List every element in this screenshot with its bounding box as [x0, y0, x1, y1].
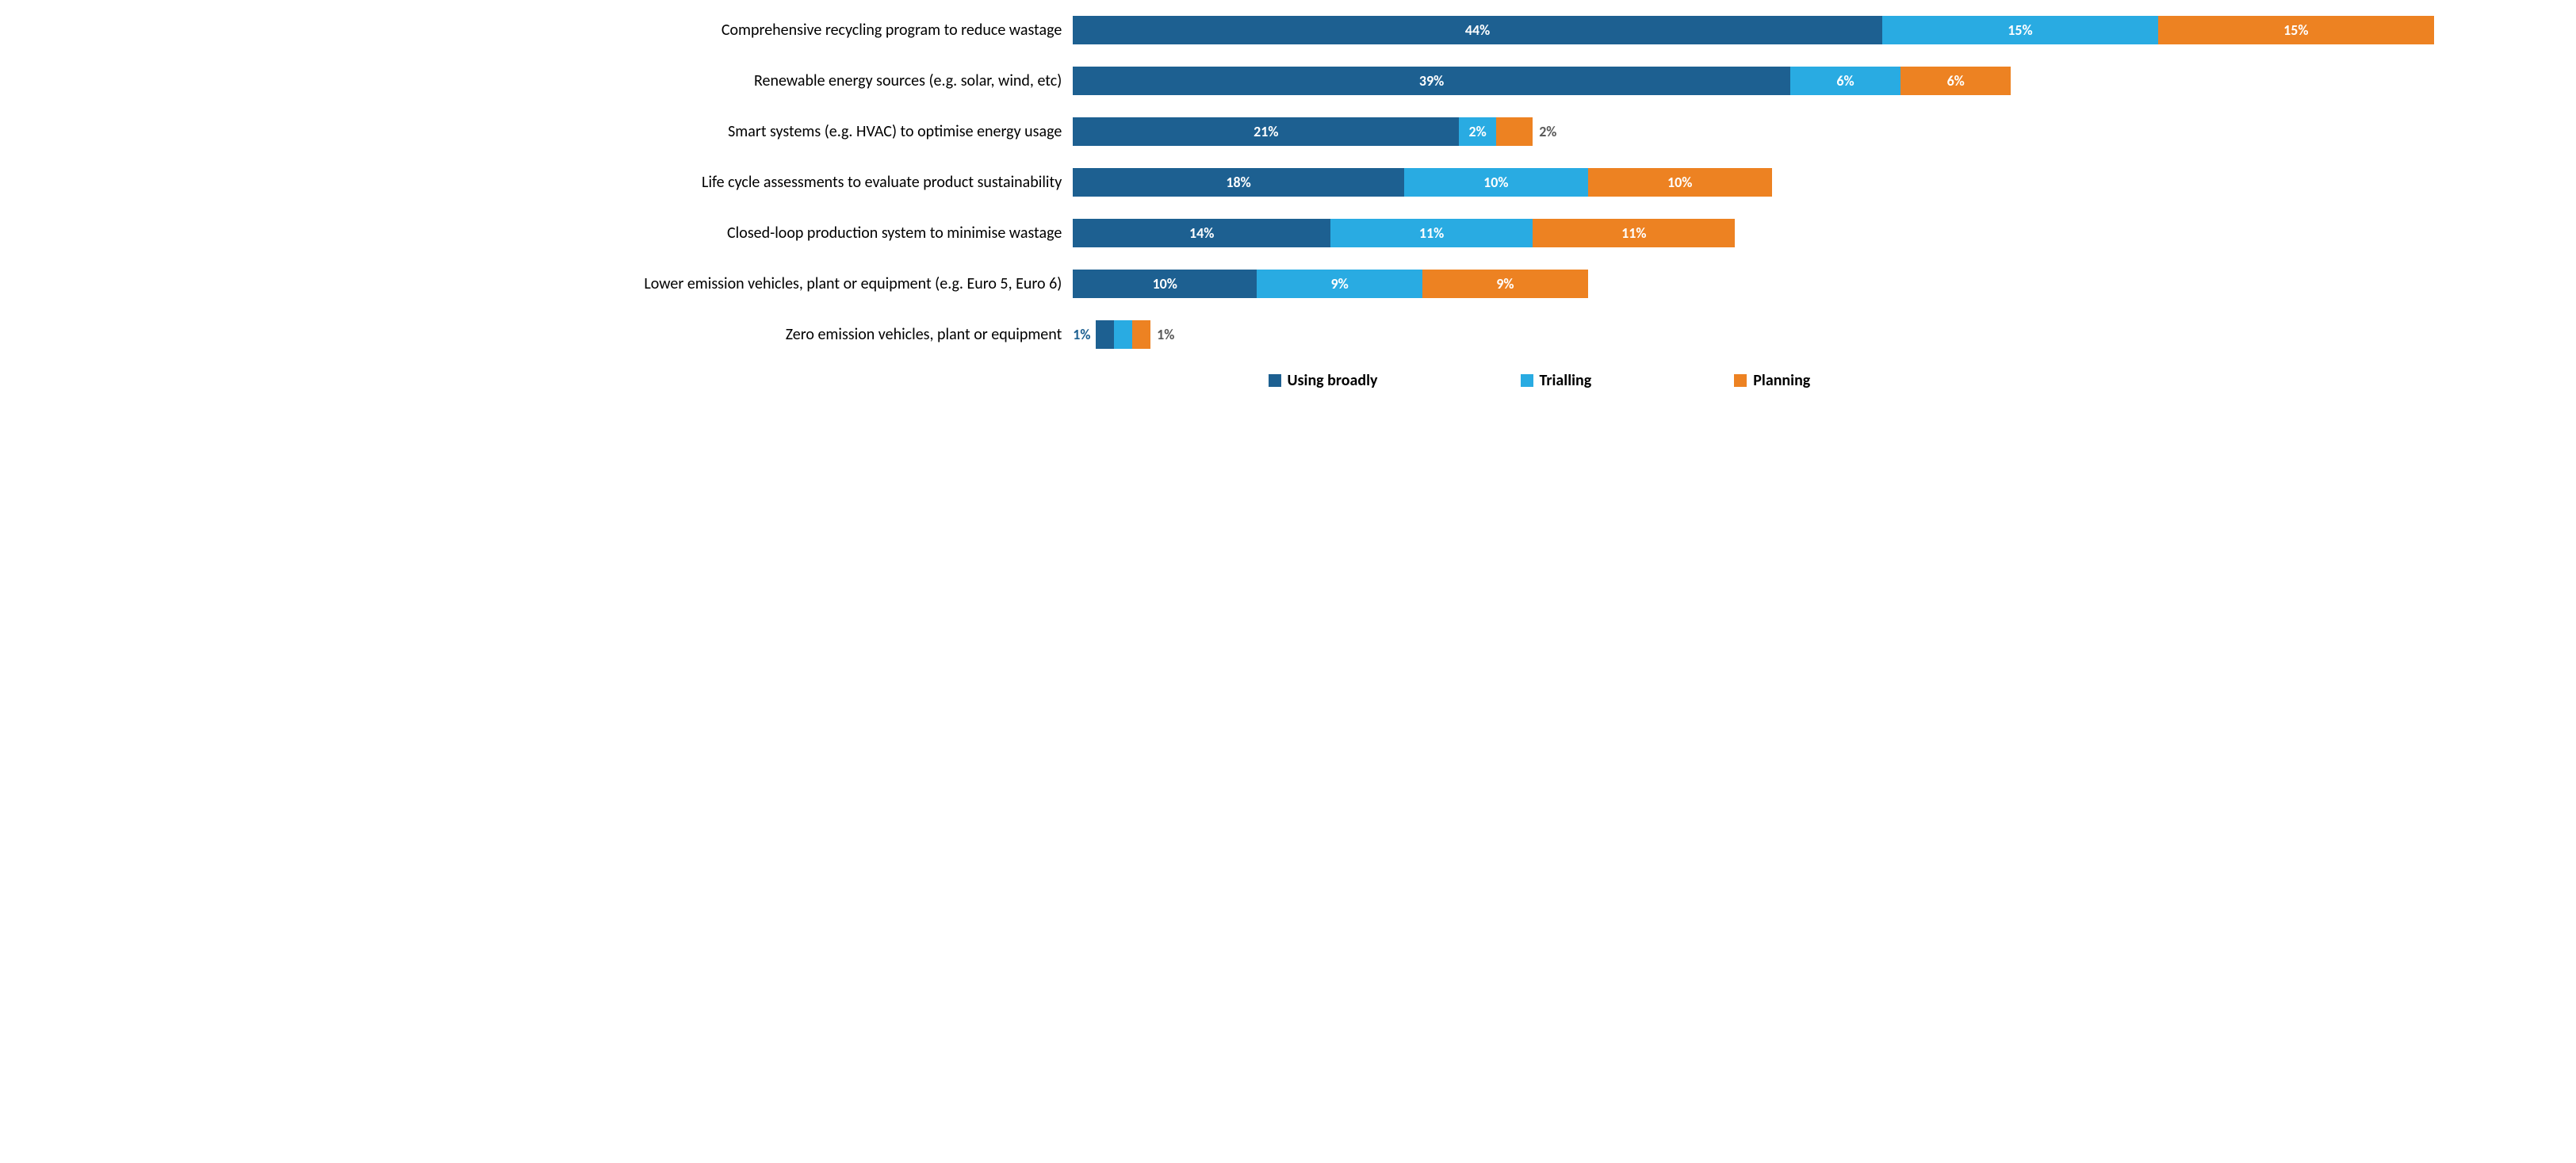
legend-swatch — [1734, 374, 1747, 387]
bar-track: 1% 1% — [1073, 320, 2544, 349]
bar-track: 18%10%10% — [1073, 168, 2544, 197]
category-label: Zero emission vehicles, plant or equipme… — [32, 325, 1073, 344]
bar-segment-using-broadly: 18% — [1073, 168, 1404, 197]
category-label: Lower emission vehicles, plant or equipm… — [32, 274, 1073, 293]
category-label: Smart systems (e.g. HVAC) to optimise en… — [32, 122, 1073, 141]
bar-segment-using-broadly: 39% — [1073, 67, 1790, 95]
bar-segment-using-broadly: 44% — [1073, 16, 1882, 44]
legend-swatch — [1521, 374, 1533, 387]
bar-segment-trialling: 15% — [1882, 16, 2158, 44]
bar-track: 10%9%9% — [1073, 270, 2544, 298]
bar-row: Zero emission vehicles, plant or equipme… — [32, 320, 2544, 349]
legend-label: Using broadly — [1288, 371, 1378, 390]
bar-segment-planning — [1132, 320, 1150, 349]
bar-value-outside: 1% — [1073, 320, 1095, 349]
bar-row: Smart systems (e.g. HVAC) to optimise en… — [32, 117, 2544, 146]
bar-row: Life cycle assessments to evaluate produ… — [32, 168, 2544, 197]
legend-swatch — [1269, 374, 1281, 387]
category-label: Renewable energy sources (e.g. solar, wi… — [32, 71, 1073, 90]
bar-segment-trialling: 6% — [1790, 67, 1900, 95]
bar-segment-planning: 11% — [1533, 219, 1735, 247]
stacked-bar-chart: Comprehensive recycling program to reduc… — [32, 16, 2544, 390]
bar-value-outside: 2% — [1533, 117, 1556, 146]
bar-segment-planning: 9% — [1422, 270, 1588, 298]
bar-segment-planning: 10% — [1588, 168, 1772, 197]
bar-segment-trialling: 11% — [1330, 219, 1533, 247]
bar-segment-using-broadly: 21% — [1073, 117, 1459, 146]
bar-segment-using-broadly — [1096, 320, 1114, 349]
legend-item-using-broadly: Using broadly — [1269, 371, 1378, 390]
category-label: Closed-loop production system to minimis… — [32, 224, 1073, 243]
bar-track: 44%15%15% — [1073, 16, 2544, 44]
bar-segment-using-broadly: 14% — [1073, 219, 1330, 247]
legend-label: Planning — [1753, 371, 1810, 390]
legend-item-planning: Planning — [1734, 371, 1810, 390]
bar-segment-using-broadly: 10% — [1073, 270, 1257, 298]
legend-item-trialling: Trialling — [1521, 371, 1592, 390]
bar-segment-planning: 15% — [2158, 16, 2434, 44]
bar-track: 39%6%6% — [1073, 67, 2544, 95]
bar-segment-planning — [1496, 117, 1533, 146]
category-label: Comprehensive recycling program to reduc… — [32, 21, 1073, 40]
legend-label: Trialling — [1540, 371, 1592, 390]
bar-row: Renewable energy sources (e.g. solar, wi… — [32, 67, 2544, 95]
legend: Using broadly Trialling Planning — [32, 371, 2544, 390]
bar-segment-trialling: 9% — [1257, 270, 1422, 298]
category-label: Life cycle assessments to evaluate produ… — [32, 173, 1073, 192]
bar-segment-planning: 6% — [1900, 67, 2011, 95]
bar-row: Closed-loop production system to minimis… — [32, 219, 2544, 247]
bar-segment-trialling: 10% — [1404, 168, 1588, 197]
bar-value-outside: 1% — [1150, 320, 1174, 349]
bar-row: Comprehensive recycling program to reduc… — [32, 16, 2544, 44]
bar-row: Lower emission vehicles, plant or equipm… — [32, 270, 2544, 298]
bar-segment-trialling — [1114, 320, 1132, 349]
bar-track: 21%2%2% — [1073, 117, 2544, 146]
bar-segment-trialling: 2% — [1459, 117, 1495, 146]
bar-track: 14%11%11% — [1073, 219, 2544, 247]
